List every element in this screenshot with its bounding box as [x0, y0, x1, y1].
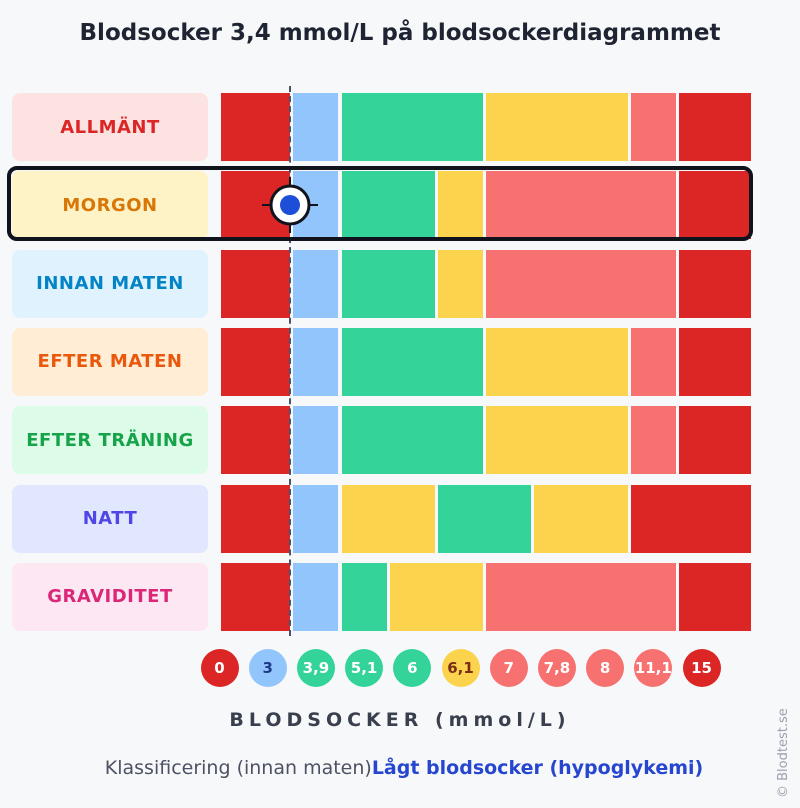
- tick-label: 3,9: [296, 649, 335, 687]
- range-segment: [486, 249, 676, 318]
- row-label: EFTER TRÄNING: [12, 406, 208, 475]
- range-segment: [630, 484, 751, 553]
- range-segment: [293, 249, 339, 318]
- tick-label: 0: [200, 649, 239, 687]
- range-segment: [486, 562, 676, 631]
- range-segment: [341, 327, 484, 396]
- tick-label: 11,1: [634, 649, 673, 687]
- range-segment: [221, 249, 291, 318]
- range-segment: [389, 562, 484, 631]
- range-segment: [341, 562, 387, 631]
- range-segment: [221, 562, 291, 631]
- row-label: EFTER MATEN: [12, 327, 208, 396]
- row-label: GRAVIDITET: [12, 562, 208, 631]
- range-segment: [341, 93, 484, 161]
- tick-label: 7,8: [537, 649, 576, 687]
- tick-label: 6: [393, 649, 432, 687]
- range-segment: [630, 406, 676, 475]
- range-segment: [341, 406, 484, 475]
- range-segment: [630, 93, 676, 161]
- classification-result: Lågt blodsocker (hypoglykemi): [371, 757, 704, 779]
- range-segment: [678, 249, 751, 318]
- range-segment: [534, 484, 628, 553]
- range-segment: [437, 171, 484, 240]
- tick-label: 6,1: [441, 649, 480, 687]
- tick-label: 3: [248, 649, 287, 687]
- range-segment: [293, 406, 339, 475]
- range-segment: [678, 327, 751, 396]
- range-segment: [437, 484, 532, 553]
- range-segment: [341, 171, 435, 240]
- x-axis-label: BLODSOCKER (mmol/L): [229, 709, 571, 731]
- range-segment: [486, 406, 628, 475]
- classification-prefix: Klassificering (innan maten): [104, 757, 372, 779]
- range-segment: [341, 484, 435, 553]
- range-segment: [437, 249, 484, 318]
- range-segment: [293, 93, 339, 161]
- copyright-text: © Blodtest.se: [776, 708, 791, 798]
- range-segment: [293, 327, 339, 396]
- tick-label: 7: [489, 649, 528, 687]
- tick-label: 5,1: [345, 649, 384, 687]
- chart-title: Blodsocker 3,4 mmol/L på blodsockerdiagr…: [79, 20, 721, 46]
- range-segment: [293, 484, 339, 553]
- range-segment: [678, 93, 751, 161]
- tick-label: 15: [682, 649, 721, 687]
- row-label: ALLMÄNT: [12, 93, 208, 161]
- value-indicator-line: [289, 86, 291, 636]
- range-segment: [678, 562, 751, 631]
- tick-label: 8: [586, 649, 625, 687]
- range-segment: [486, 171, 676, 240]
- range-segment: [486, 93, 628, 161]
- range-segment: [630, 327, 676, 396]
- range-segment: [678, 171, 751, 240]
- range-segment: [341, 249, 435, 318]
- target-marker-icon: [262, 177, 318, 233]
- row-label: INNAN MATEN: [12, 249, 208, 318]
- row-label: MORGON: [12, 171, 208, 240]
- range-segment: [221, 327, 291, 396]
- classification-footer: Klassificering (innan maten)Lågt blodsoc…: [0, 757, 800, 779]
- row-label: NATT: [12, 484, 208, 553]
- range-segment: [221, 484, 291, 553]
- range-segment: [678, 406, 751, 475]
- range-segment: [221, 93, 291, 161]
- range-segment: [293, 562, 339, 631]
- range-segment: [486, 327, 628, 396]
- range-segment: [221, 406, 291, 475]
